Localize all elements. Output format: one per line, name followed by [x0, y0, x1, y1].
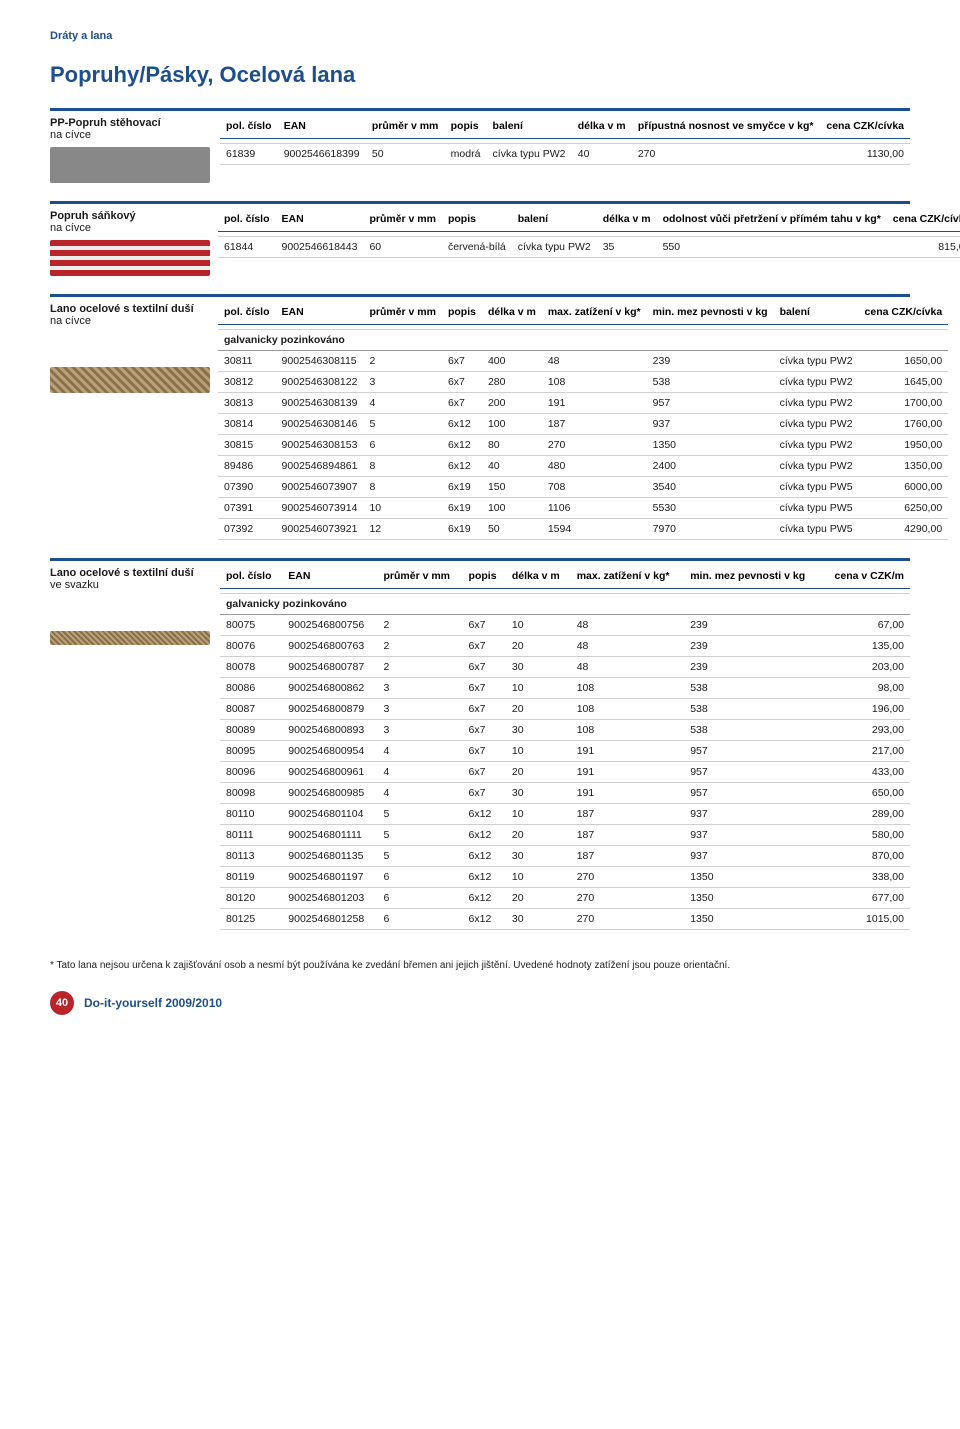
- subheader: galvanicky pozinkováno: [220, 594, 910, 615]
- product-image: [50, 147, 210, 183]
- table-row: 80089900254680089336x730108538293,00: [220, 720, 910, 741]
- th: cena CZK/cívka: [820, 117, 910, 138]
- section-lano-civka: Lano ocelové s textilní duší na cívce po…: [50, 294, 910, 540]
- table-row: 80125900254680125866x123027013501015,00: [220, 909, 910, 930]
- page-title: Popruhy/Pásky, Ocelová lana: [50, 62, 910, 88]
- table-row: 30812900254630812236x7280108538cívka typ…: [218, 372, 948, 393]
- product-image: [50, 367, 210, 393]
- table-row: 89486900254689486186x12404802400cívka ty…: [218, 456, 948, 477]
- section-lano-svazek: Lano ocelové s textilní duší ve svazku p…: [50, 558, 910, 930]
- th: popis: [445, 117, 487, 138]
- table-row: 80098900254680098546x730191957650,00: [220, 783, 910, 804]
- table-row: 80111900254680111156x1220187937580,00: [220, 825, 910, 846]
- th: pol. číslo: [220, 117, 278, 138]
- table-row: 61844 9002546618443 60 červená-bílá cívk…: [218, 237, 960, 258]
- th: EAN: [278, 117, 366, 138]
- table-row: 80095900254680095446x710191957217,00: [220, 741, 910, 762]
- category-label: Dráty a lana: [50, 30, 910, 42]
- table-row: 80096900254680096146x720191957433,00: [220, 762, 910, 783]
- section4-label2: ve svazku: [50, 579, 212, 591]
- table-row: 80113900254680113556x1230187937870,00: [220, 846, 910, 867]
- section-pp-popruh: PP-Popruh stěhovací na cívce pol. číslo …: [50, 108, 910, 183]
- section1-label1: PP-Popruh stěhovací: [50, 117, 161, 129]
- subheader: galvanicky pozinkováno: [218, 330, 948, 351]
- table-row: 80087900254680087936x720108538196,00: [220, 699, 910, 720]
- footer: 40 Do-it-yourself 2009/2010: [50, 991, 910, 1015]
- th: průměr v mm: [366, 117, 445, 138]
- footer-text: Do-it-yourself 2009/2010: [84, 996, 222, 1010]
- table-row: 80110900254680110456x1210187937289,00: [220, 804, 910, 825]
- section2-label1: Popruh sáňkový: [50, 210, 136, 222]
- table-row: 80086900254680086236x71010853898,00: [220, 678, 910, 699]
- product-image: [50, 631, 210, 645]
- footnote: * Tato lana nejsou určena k zajišťování …: [50, 960, 910, 971]
- table-row: 30815900254630815366x12802701350cívka ty…: [218, 435, 948, 456]
- table-row: 07390900254607390786x191507083540cívka t…: [218, 477, 948, 498]
- table-row: 073919002546073914106x1910011065530cívka…: [218, 498, 948, 519]
- table-row: 30813900254630813946x7200191957cívka typ…: [218, 393, 948, 414]
- table-section1: pol. číslo EAN průměr v mm popis balení …: [220, 117, 910, 165]
- th: přípustná nosnost ve smyčce v kg*: [632, 117, 820, 138]
- table-row: 61839 9002546618399 50 modrá cívka typu …: [220, 144, 910, 165]
- section-sankovy: Popruh sáňkový na cívce pol. číslo EAN p…: [50, 201, 910, 276]
- table-row: 80078900254680078726x73048239203,00: [220, 657, 910, 678]
- section2-label2: na cívce: [50, 222, 210, 234]
- table-row: 80119900254680119766x12102701350338,00: [220, 867, 910, 888]
- table-section3: pol. číslo EAN průměr v mm popis délka v…: [218, 303, 948, 540]
- table-row: 30814900254630814656x12100187937cívka ty…: [218, 414, 948, 435]
- section3-label1: Lano ocelové s textilní duší: [50, 303, 194, 315]
- table-section4: pol. číslo EAN průměr v mm popis délka v…: [220, 567, 910, 930]
- section3-label2: na cívce: [50, 315, 210, 327]
- table-row: 30811900254630811526x740048239cívka typu…: [218, 351, 948, 372]
- section4-label1: Lano ocelové s textilní duší: [50, 567, 194, 579]
- page-number-badge: 40: [50, 991, 74, 1015]
- rule-top: [50, 108, 910, 111]
- product-image: [50, 240, 210, 276]
- table-row: 80120900254680120366x12202701350677,00: [220, 888, 910, 909]
- table-row: 80076900254680076326x72048239135,00: [220, 636, 910, 657]
- section1-label2: na cívce: [50, 129, 212, 141]
- th: délka v m: [572, 117, 632, 138]
- table-row: 073929002546073921126x195015947970cívka …: [218, 519, 948, 540]
- table-section2: pol. číslo EAN průměr v mm popis balení …: [218, 210, 960, 258]
- th: balení: [487, 117, 572, 138]
- table-row: 80075900254680075626x7104823967,00: [220, 615, 910, 636]
